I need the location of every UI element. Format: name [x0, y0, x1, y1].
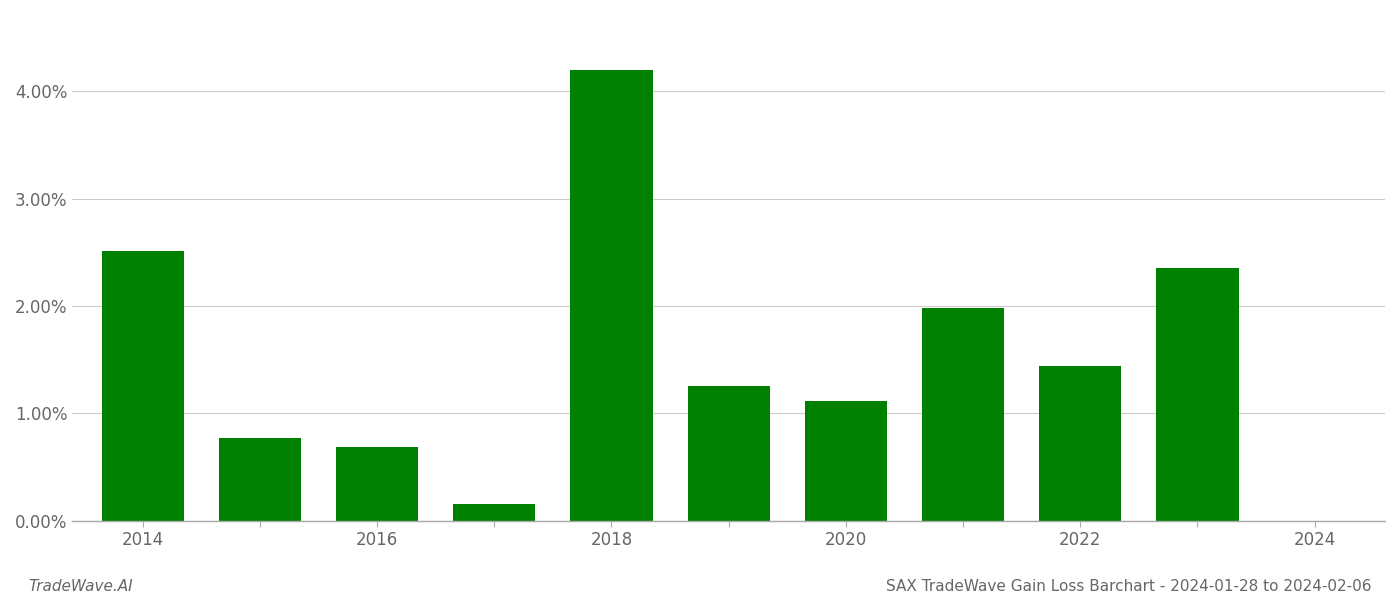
Bar [102, 251, 183, 521]
Bar [1039, 366, 1121, 521]
Bar [1156, 268, 1239, 521]
Bar [218, 438, 301, 521]
Bar [336, 446, 419, 521]
Bar [923, 308, 1004, 521]
Bar [805, 401, 888, 521]
Bar [687, 386, 770, 521]
Text: SAX TradeWave Gain Loss Barchart - 2024-01-28 to 2024-02-06: SAX TradeWave Gain Loss Barchart - 2024-… [886, 579, 1372, 594]
Text: TradeWave.AI: TradeWave.AI [28, 579, 133, 594]
Bar [570, 70, 652, 521]
Bar [454, 505, 535, 521]
